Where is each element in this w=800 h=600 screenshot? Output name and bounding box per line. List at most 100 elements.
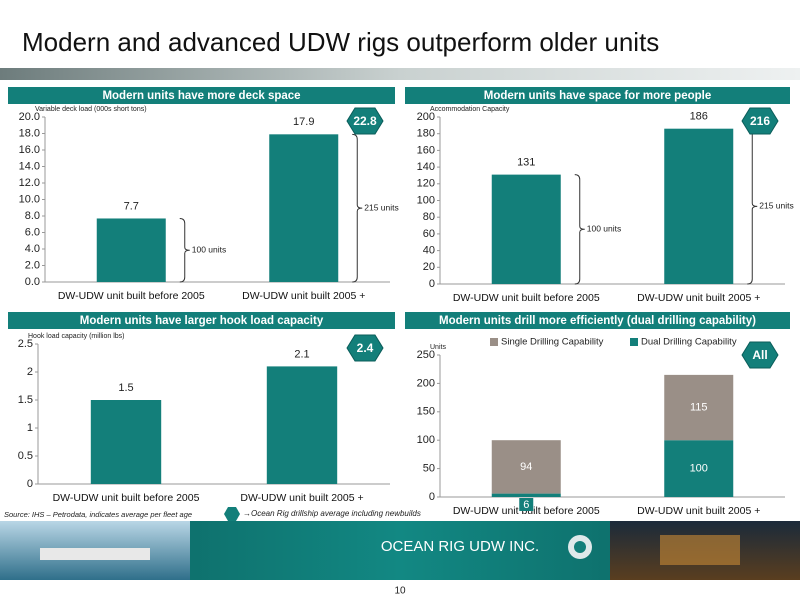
y-tick-label: 20.0 <box>19 111 40 123</box>
y-tick-label: 0 <box>429 491 435 503</box>
company-logo-inner <box>574 541 586 553</box>
y-tick-label: 200 <box>417 377 435 389</box>
badge-label: 2.4 <box>357 341 374 355</box>
title-band <box>0 68 800 80</box>
panel-header <box>405 312 790 329</box>
y-tick-label: 18.0 <box>19 127 40 139</box>
y-axis-label: Units <box>430 344 446 351</box>
y-tick-label: 1 <box>27 422 33 434</box>
y-tick-label: 40 <box>423 245 435 257</box>
x-tick-label: DW-UDW unit built before 2005 <box>53 492 200 504</box>
rig-shape <box>660 535 740 565</box>
legend-label: Dual Drilling Capability <box>641 337 737 348</box>
y-tick-label: 0.5 <box>18 450 33 462</box>
y-tick-label: 160 <box>417 144 435 156</box>
value-label: 17.9 <box>293 116 314 128</box>
badge-label: 22.8 <box>353 114 377 128</box>
y-tick-label: 80 <box>423 211 435 223</box>
y-tick-label: 180 <box>417 128 435 140</box>
y-tick-label: 140 <box>417 161 435 173</box>
value-label: 6 <box>523 499 529 511</box>
y-tick-label: 100 <box>417 434 435 446</box>
y-tick-label: 8.0 <box>25 210 40 222</box>
y-tick-label: 200 <box>417 111 435 123</box>
y-tick-label: 50 <box>423 463 435 475</box>
bracket <box>574 174 585 285</box>
panel-header <box>8 312 395 329</box>
value-label: 94 <box>520 461 532 473</box>
bracket <box>352 133 363 283</box>
legend-swatch <box>630 338 638 346</box>
badge <box>346 334 384 362</box>
y-tick-label: 1.5 <box>18 394 33 406</box>
panel-title: Modern units drill more efficiently (dua… <box>439 315 756 327</box>
y-tick-label: 120 <box>417 178 435 190</box>
y-tick-label: 4.0 <box>25 243 40 255</box>
x-tick-label: DW-UDW unit built before 2005 <box>58 290 205 302</box>
y-tick-label: 10.0 <box>19 193 40 205</box>
bar <box>266 366 338 484</box>
value-label-bg <box>519 498 534 511</box>
y-tick-label: 0 <box>429 278 435 290</box>
slide-title: Modern and advanced UDW rigs outperform … <box>22 27 659 57</box>
y-tick-label: 60 <box>423 228 435 240</box>
footnote: →Ocean Rig drillship average including n… <box>243 509 421 518</box>
x-tick-label: DW-UDW unit built 2005 + <box>637 292 760 304</box>
y-axis-label: Variable deck load (000s short tons) <box>35 106 147 113</box>
panel-header <box>8 87 395 104</box>
bar-segment <box>664 440 734 497</box>
y-tick-label: 14.0 <box>19 160 40 172</box>
annotation: 100 units <box>587 224 622 234</box>
panel-title: Modern units have more deck space <box>102 90 300 102</box>
footnote-icon <box>224 507 240 521</box>
badge-label: All <box>752 348 767 362</box>
y-tick-label: 2 <box>27 366 33 378</box>
y-tick-label: 0.0 <box>25 276 40 288</box>
bar <box>491 174 561 284</box>
bar <box>90 400 162 484</box>
source-note: Source: IHS – Petrodata, indicates avera… <box>4 510 192 519</box>
value-label: 186 <box>690 111 708 123</box>
panel-header <box>405 87 790 104</box>
y-tick-label: 150 <box>417 406 435 418</box>
y-tick-label: 250 <box>417 349 435 361</box>
y-axis-label: Accommodation Capacity <box>430 106 510 113</box>
y-tick-label: 12.0 <box>19 177 40 189</box>
badge <box>741 341 779 369</box>
value-label: 2.1 <box>294 348 309 360</box>
bar <box>269 134 339 282</box>
y-tick-label: 20 <box>423 261 435 273</box>
value-label: 100 <box>690 463 708 475</box>
bar-segment <box>491 493 561 497</box>
y-tick-label: 100 <box>417 194 435 206</box>
bar <box>96 218 166 282</box>
company-name: OCEAN RIG UDW INC. <box>381 538 539 555</box>
annotation: 100 units <box>192 244 227 254</box>
page-number: 10 <box>394 586 406 597</box>
badge <box>741 107 779 135</box>
y-tick-label: 16.0 <box>19 144 40 156</box>
value-label: 131 <box>517 157 535 169</box>
panel-title: Modern units have larger hook load capac… <box>80 315 324 327</box>
bar <box>664 128 734 284</box>
bracket <box>179 217 190 283</box>
annotation: 215 units <box>759 201 794 211</box>
bar-segment <box>664 374 734 441</box>
x-tick-label: DW-UDW unit built 2005 + <box>240 492 363 504</box>
x-tick-label: DW-UDW unit built 2005 + <box>637 505 760 517</box>
y-tick-label: 2.5 <box>18 338 33 350</box>
value-label: 7.7 <box>124 200 139 212</box>
legend-label: Single Drilling Capability <box>501 337 604 348</box>
y-tick-label: 2.0 <box>25 259 40 271</box>
value-label: 1.5 <box>118 382 133 394</box>
bracket <box>747 128 758 285</box>
badge <box>346 107 384 135</box>
x-tick-label: DW-UDW unit built before 2005 <box>453 292 600 304</box>
badge-label: 216 <box>750 114 770 128</box>
x-tick-label: DW-UDW unit built 2005 + <box>242 290 365 302</box>
bar-segment <box>491 440 561 494</box>
y-tick-label: 0 <box>27 478 33 490</box>
panel-title: Modern units have space for more people <box>484 90 712 102</box>
